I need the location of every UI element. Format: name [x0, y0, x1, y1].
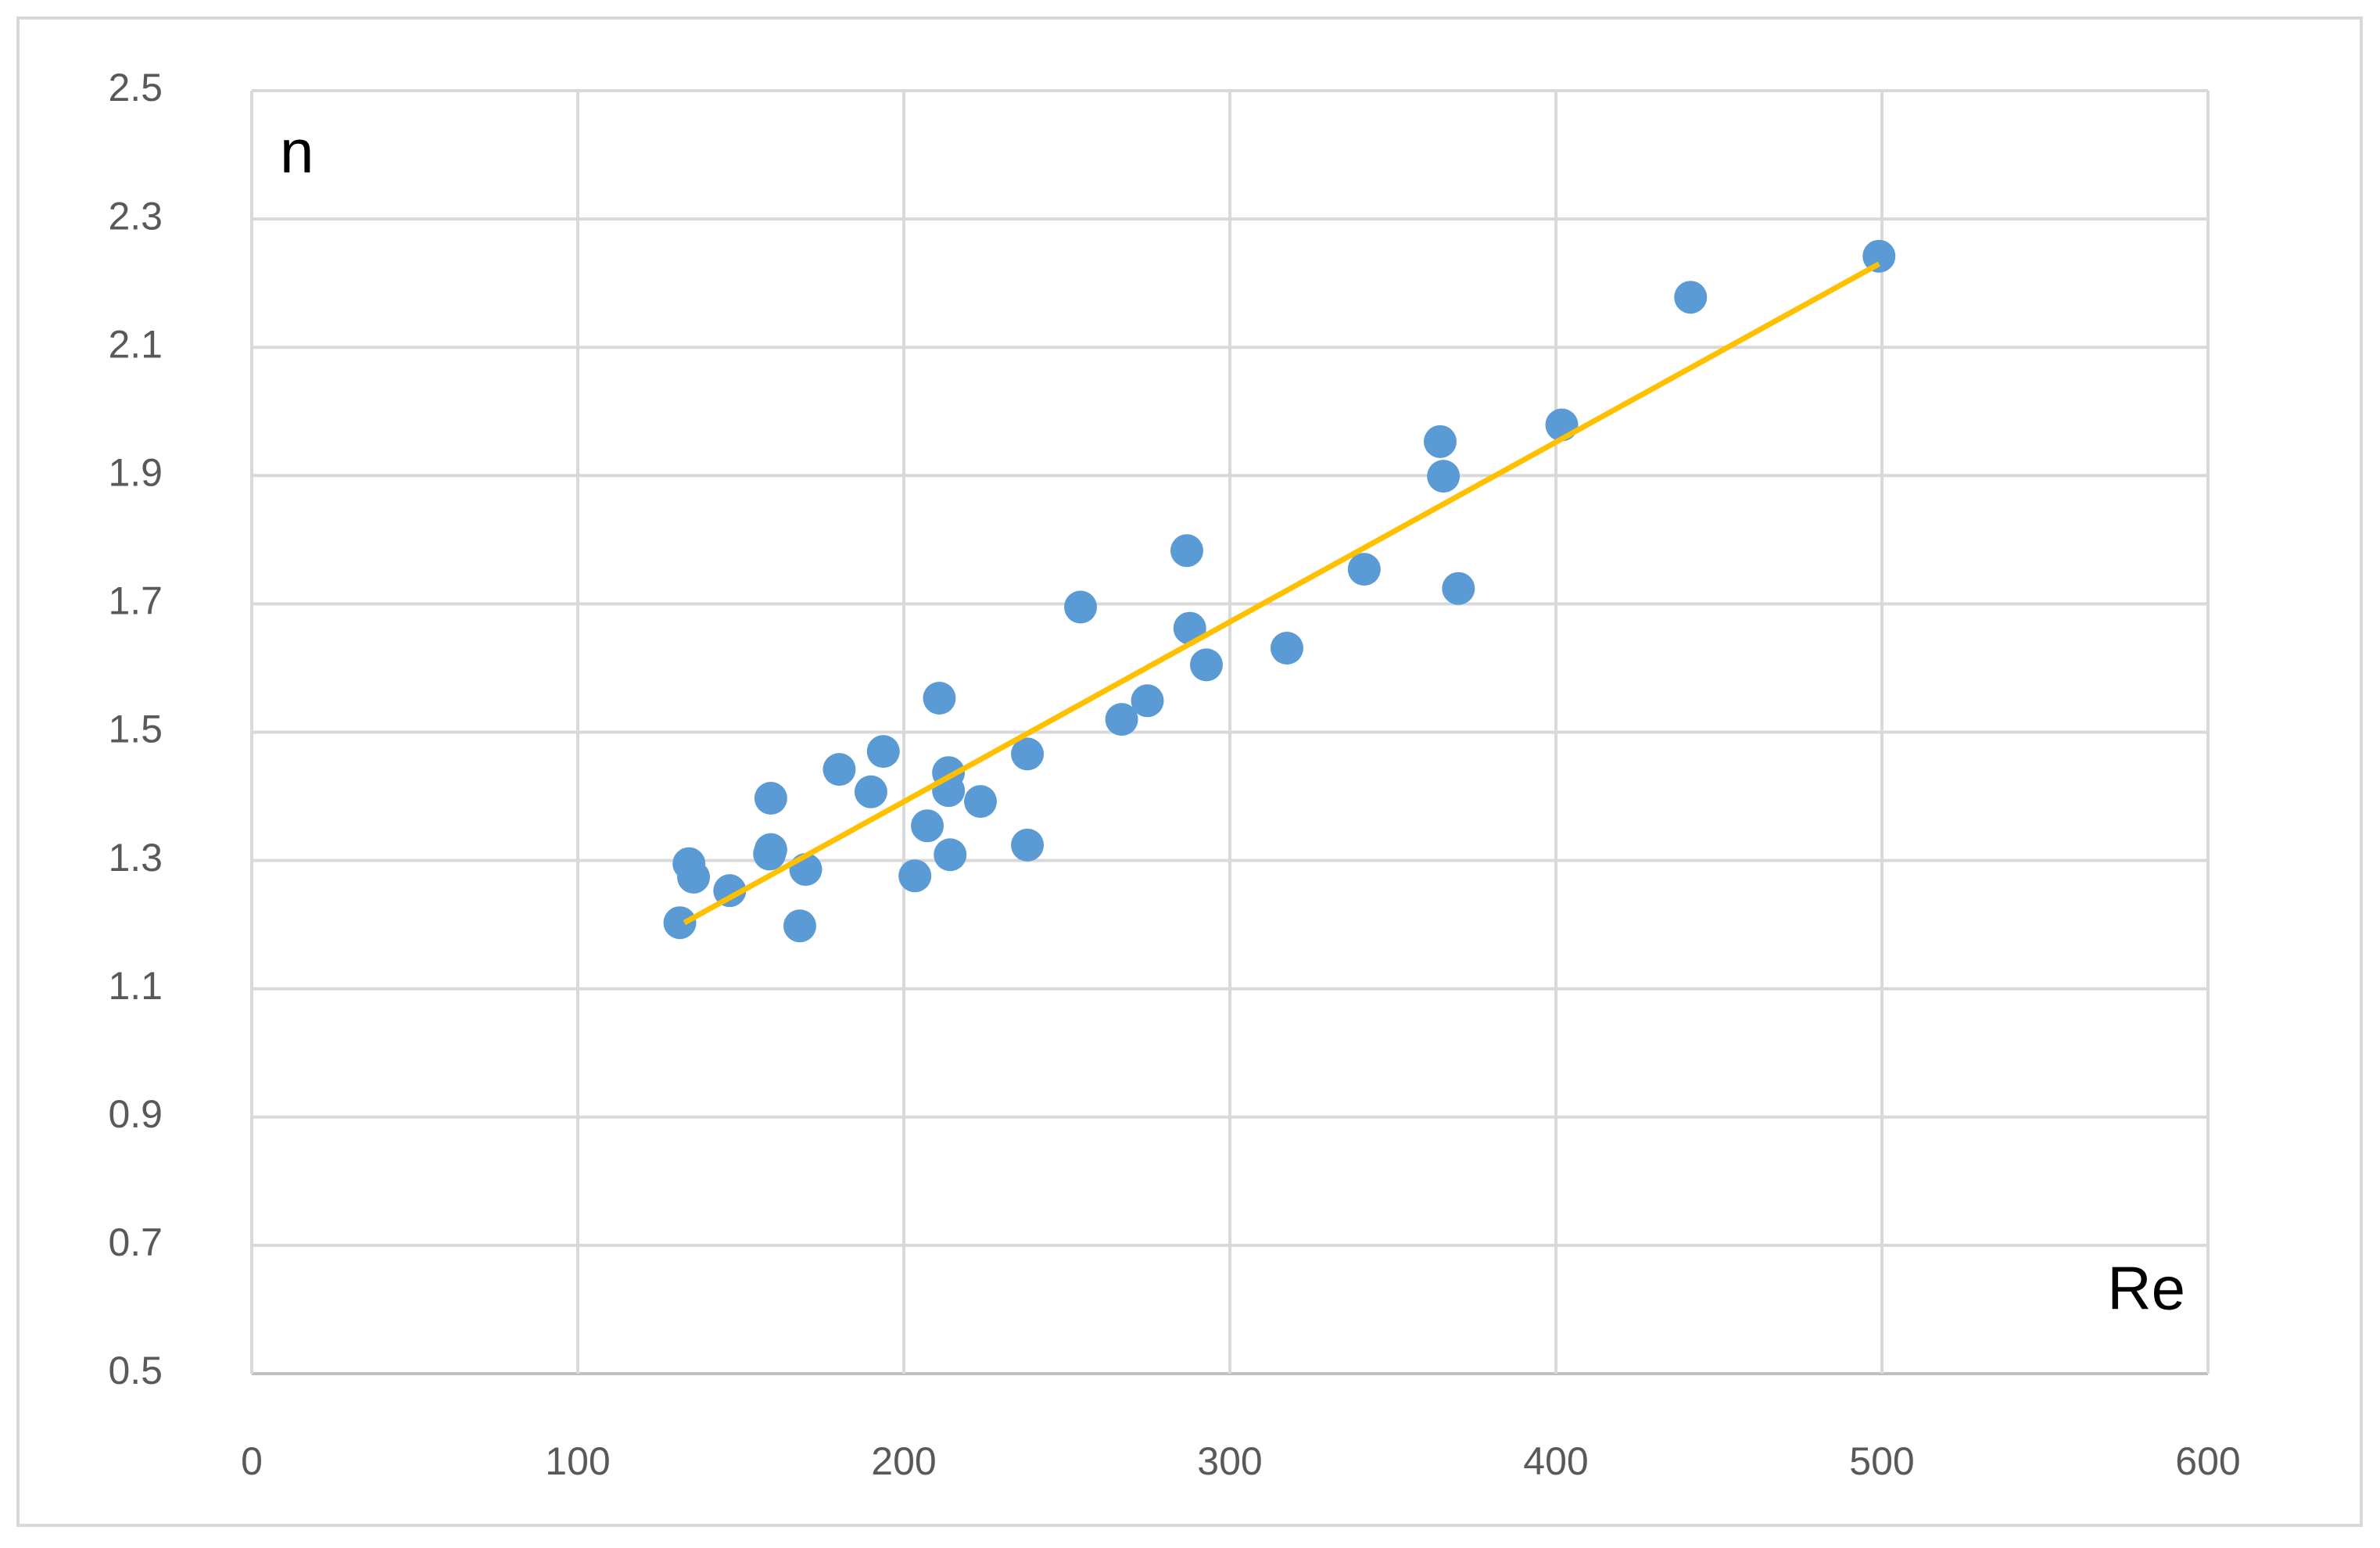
- chart-border: [16, 16, 2363, 1527]
- point: [1674, 281, 1708, 314]
- point: [1170, 534, 1203, 568]
- y-tick-label: 0.7: [108, 1220, 163, 1264]
- point: [923, 682, 956, 715]
- x-tick-label: 600: [2175, 1439, 2240, 1483]
- point: [934, 838, 967, 872]
- x-tick-label: 0: [241, 1439, 263, 1483]
- x-tick-label: 100: [545, 1439, 610, 1483]
- point: [1011, 828, 1045, 862]
- point: [1862, 239, 1896, 273]
- point: [753, 837, 787, 871]
- y-tick-label: 1.3: [108, 836, 163, 880]
- point: [963, 785, 997, 819]
- point: [1427, 460, 1461, 493]
- point: [911, 809, 944, 843]
- trendline: [683, 261, 1880, 926]
- point: [1347, 553, 1381, 586]
- y-tick-label: 2.5: [108, 66, 163, 109]
- x-tick-label: 300: [1197, 1439, 1262, 1483]
- point: [854, 775, 887, 808]
- point: [1064, 590, 1098, 624]
- y-tick-label: 2.1: [108, 322, 163, 366]
- x-tick-label: 500: [1849, 1439, 1914, 1483]
- y-tick-label: 1.5: [108, 708, 163, 751]
- point: [677, 860, 711, 894]
- point: [898, 859, 932, 893]
- y-tick-label: 0.9: [108, 1092, 163, 1136]
- y-tick-label: 1.9: [108, 451, 163, 495]
- point: [1189, 648, 1223, 682]
- point: [754, 782, 787, 815]
- y-tick-label: 1.1: [108, 964, 163, 1008]
- point: [866, 735, 900, 769]
- point: [1270, 632, 1303, 665]
- y-tick-label: 1.7: [108, 579, 163, 623]
- x-tick-label: 400: [1523, 1439, 1588, 1483]
- point: [1442, 572, 1475, 605]
- point: [1011, 737, 1045, 771]
- point: [823, 753, 856, 787]
- point: [663, 906, 697, 940]
- y-annotation: n: [280, 117, 314, 186]
- point: [1131, 684, 1164, 718]
- y-tick-label: 2.3: [108, 194, 163, 238]
- point: [783, 909, 816, 943]
- point: [713, 874, 747, 908]
- y-tick-label: 0.5: [108, 1349, 163, 1392]
- x-annotation: Re: [2107, 1254, 2185, 1323]
- x-tick-label: 200: [871, 1439, 936, 1483]
- point: [1423, 425, 1457, 458]
- point: [1105, 703, 1138, 736]
